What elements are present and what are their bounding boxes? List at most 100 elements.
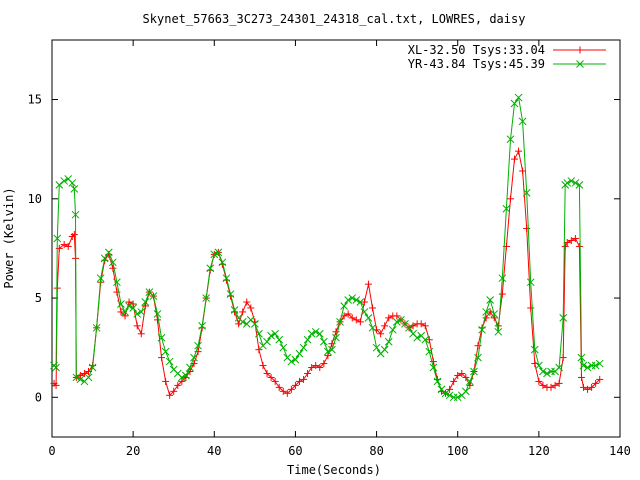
data-point	[125, 298, 133, 306]
series-layer	[50, 93, 604, 402]
data-point	[174, 381, 182, 389]
data-point	[579, 383, 587, 391]
data-point	[308, 364, 316, 372]
data-point	[385, 314, 393, 322]
data-point	[117, 300, 125, 308]
data-point	[64, 242, 72, 250]
data-point	[206, 264, 215, 273]
data-point	[259, 362, 267, 370]
data-point	[595, 359, 604, 368]
data-point	[60, 177, 69, 185]
data-point	[380, 345, 389, 354]
data-point	[275, 335, 284, 344]
data-point	[372, 343, 381, 352]
data-point	[214, 248, 223, 257]
data-point	[141, 302, 149, 310]
data-point	[454, 371, 462, 379]
data-point	[490, 310, 499, 318]
data-point	[579, 361, 588, 370]
data-point	[421, 322, 429, 330]
data-point	[429, 363, 438, 372]
data-point	[70, 185, 79, 193]
data-point	[291, 355, 300, 364]
y-tick-label: 5	[35, 291, 42, 305]
data-point	[133, 322, 141, 330]
data-point	[312, 362, 320, 370]
data-point	[482, 308, 490, 316]
data-point	[84, 373, 93, 382]
data-point	[247, 304, 255, 312]
data-point	[263, 369, 271, 377]
legend: XL-32.50 Tsys:33.04 YR-43.84 Tsys:45.39	[408, 43, 606, 71]
data-point	[368, 323, 377, 332]
chart-title: Skynet_57663_3C273_24301_24318_cal.txt, …	[143, 12, 526, 26]
data-point	[52, 381, 60, 389]
data-point	[441, 389, 450, 398]
data-point	[52, 363, 60, 372]
data-point	[88, 363, 97, 372]
data-point	[561, 242, 569, 250]
data-point	[498, 274, 507, 283]
data-point	[567, 236, 575, 244]
data-point	[498, 290, 506, 298]
data-point	[162, 377, 170, 385]
data-point	[279, 387, 287, 395]
data-point	[177, 373, 186, 382]
data-point	[539, 381, 547, 389]
data-point	[166, 391, 174, 399]
x-tick-label: 60	[288, 444, 302, 458]
data-point	[518, 117, 527, 126]
data-point	[526, 278, 535, 287]
data-point	[226, 290, 235, 298]
data-point	[295, 349, 304, 358]
data-point	[72, 373, 81, 382]
data-point	[502, 204, 511, 213]
data-point	[486, 296, 495, 304]
data-point	[332, 333, 340, 342]
data-point	[255, 329, 263, 338]
data-point	[336, 318, 344, 326]
data-point	[470, 367, 478, 376]
x-tick-label: 40	[207, 444, 221, 458]
data-point	[547, 383, 555, 391]
data-point	[592, 379, 600, 387]
data-point	[364, 280, 372, 288]
data-point	[514, 93, 523, 102]
data-point	[458, 369, 466, 377]
data-point	[279, 343, 288, 352]
data-point	[583, 363, 592, 372]
data-point	[506, 135, 515, 144]
data-point	[303, 335, 312, 344]
data-point	[300, 375, 308, 383]
data-point	[466, 377, 474, 386]
data-point	[384, 337, 393, 346]
data-point	[104, 248, 113, 257]
data-point	[393, 318, 401, 326]
data-point	[535, 377, 543, 385]
data-point	[70, 231, 78, 239]
data-point	[584, 385, 592, 393]
data-point	[388, 325, 397, 334]
data-point	[577, 373, 585, 381]
data-point	[425, 336, 433, 344]
data-point	[307, 329, 316, 338]
data-point	[267, 373, 275, 381]
data-point	[332, 328, 340, 336]
data-point	[527, 304, 535, 312]
data-point	[157, 333, 166, 342]
data-point	[425, 347, 434, 356]
data-point	[596, 375, 604, 383]
data-point	[255, 346, 263, 354]
data-point	[210, 250, 219, 259]
data-point	[466, 381, 474, 389]
data-point	[76, 375, 85, 384]
data-point	[340, 302, 348, 310]
data-point	[563, 179, 572, 187]
legend-swatch-marker-1	[576, 60, 584, 68]
data-point	[198, 321, 206, 330]
data-point	[352, 316, 360, 324]
data-point	[462, 373, 470, 381]
data-point	[474, 342, 482, 350]
data-point	[344, 296, 353, 304]
x-tick-label: 140	[609, 444, 631, 458]
